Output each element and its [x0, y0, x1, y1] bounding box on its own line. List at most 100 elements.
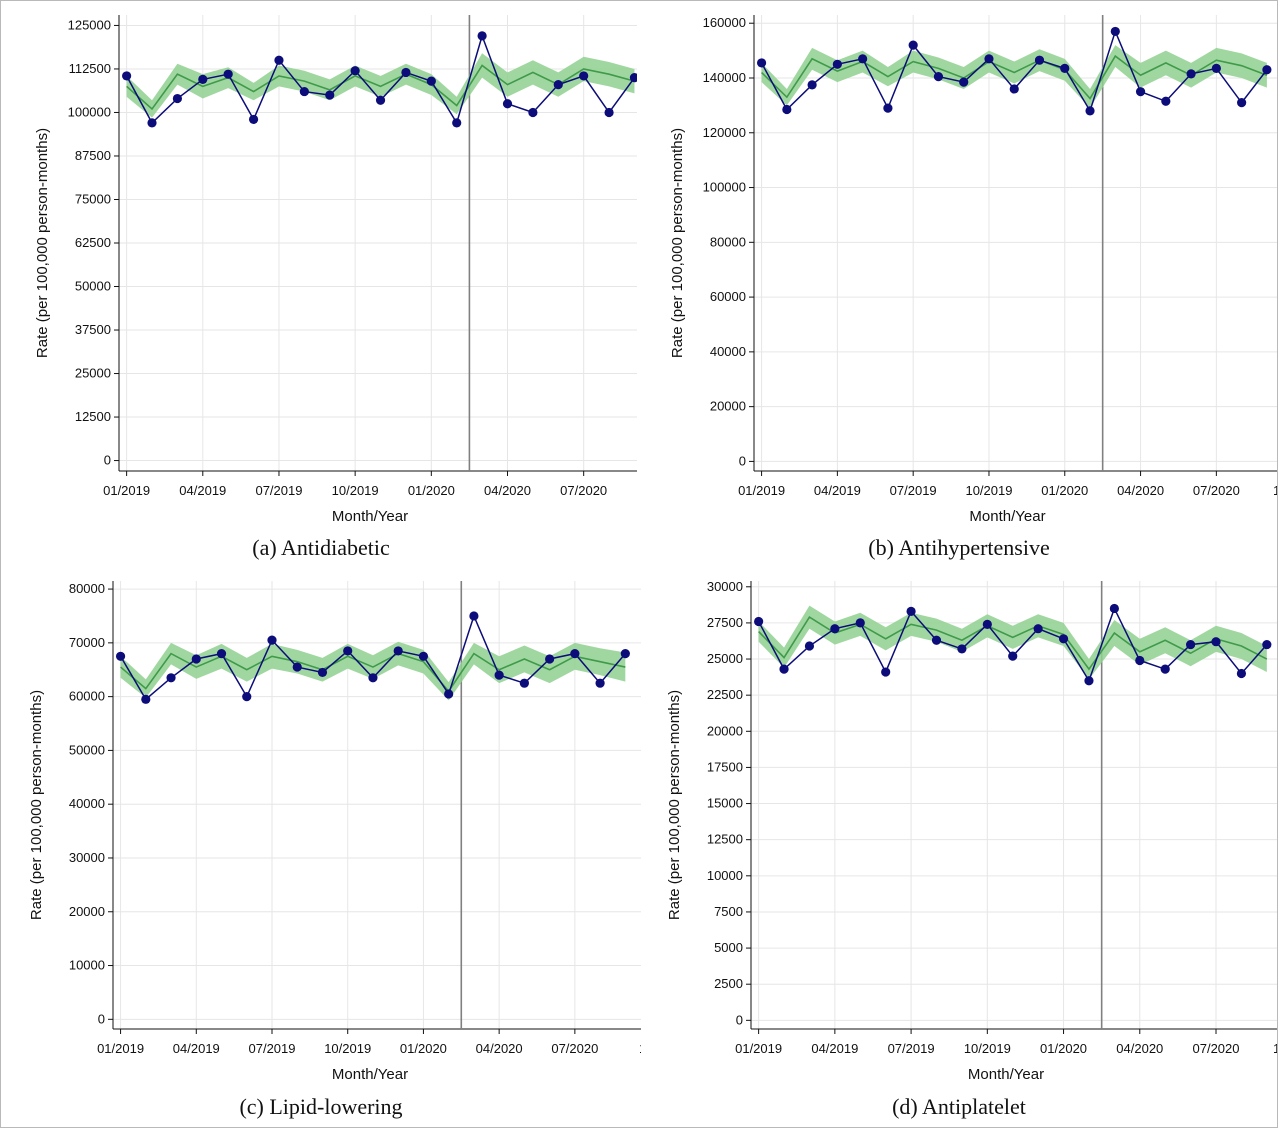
grid-group	[113, 581, 641, 1029]
observed-point	[426, 76, 436, 86]
observed-point	[469, 611, 479, 621]
observed-point	[147, 118, 157, 128]
observed-point	[1033, 624, 1043, 634]
observed-point	[216, 649, 227, 659]
observed-point	[832, 59, 842, 69]
x-tick-label: 10/2019	[332, 483, 379, 498]
observed-point	[115, 651, 126, 661]
observed-point	[553, 80, 563, 90]
observed-point	[1034, 55, 1045, 65]
observed-point	[908, 40, 918, 50]
plot-area	[756, 15, 1272, 471]
observed-point	[191, 654, 201, 664]
observed-point	[299, 86, 309, 97]
fitted-line	[126, 64, 635, 111]
y-tick-label: 50000	[69, 742, 105, 757]
observed-point	[1008, 651, 1018, 661]
x-tick-label: 1	[1273, 483, 1277, 498]
observed-point	[452, 118, 462, 128]
observed-point	[756, 58, 767, 68]
y-tick-label: 7500	[714, 904, 743, 919]
x-tick-label: 01/2020	[1040, 1041, 1087, 1056]
x-tick-label: 07/2019	[888, 1041, 935, 1056]
observed-point	[317, 667, 328, 678]
y-tick-label: 120000	[703, 125, 746, 140]
x-tick-label: 01/2019	[738, 483, 785, 498]
observed-point	[1237, 98, 1247, 108]
caption-antiplatelet: (d) Antiplatelet	[892, 1094, 1026, 1119]
observed-point	[494, 670, 504, 680]
x-tick-label: 10/2019	[965, 483, 1012, 498]
observed-point	[1109, 603, 1119, 614]
observed-point	[267, 635, 277, 645]
x-tick-label: 04/2019	[173, 1041, 220, 1056]
y-tick-label: 75000	[75, 191, 111, 206]
y-tick-label: 0	[739, 453, 746, 468]
y-tick-label: 40000	[710, 344, 746, 359]
x-tick-label: 01/2019	[103, 483, 150, 498]
x-tick-label: 04/2019	[814, 483, 861, 498]
caption-antidiabetic: (a) Antidiabetic	[252, 535, 390, 560]
y-tick-label: 0	[104, 453, 111, 468]
y-axis-title: Rate (per 100,000 person-months)	[34, 128, 51, 358]
observed-point	[519, 678, 529, 688]
y-tick-label: 17500	[707, 759, 743, 774]
x-tick-label: 1	[1273, 1041, 1277, 1056]
x-tick-label: 07/2019	[249, 1041, 296, 1056]
observed-point	[242, 692, 252, 702]
y-tick-label: 25000	[75, 366, 111, 381]
x-axis-title: Month/Year	[332, 1066, 408, 1083]
panel-antiplatelet: 0 2500 5000 7500 10000 12500 15000 17500 20000 22…	[641, 567, 1277, 1127]
x-tick-label: 04/2019	[811, 1041, 858, 1056]
observed-point	[1161, 96, 1171, 106]
x-tick-label: 04/2020	[484, 483, 531, 498]
observed-point	[368, 673, 378, 683]
observed-point	[957, 644, 967, 654]
x-tick-label: 10/2019	[964, 1041, 1011, 1056]
y-tick-label: 12500	[707, 832, 743, 847]
x-tick-label: 10/2019	[324, 1041, 371, 1056]
y-tick-label: 10000	[69, 958, 105, 973]
observed-point	[122, 71, 132, 81]
observed-point	[1186, 69, 1196, 79]
observed-point	[198, 74, 208, 84]
observed-point	[166, 673, 176, 683]
observed-point	[959, 77, 969, 87]
plot-area	[122, 15, 637, 471]
observed-point	[984, 54, 994, 64]
observed-point	[933, 72, 944, 82]
y-tick-label: 112500	[69, 61, 111, 76]
y-tick-label: 87500	[75, 148, 111, 163]
observed-point	[141, 694, 151, 704]
y-tick-label: 80000	[710, 234, 746, 249]
observed-point	[579, 71, 589, 81]
y-tick-label: 60000	[710, 289, 746, 304]
observed-point	[883, 103, 893, 113]
observed-point	[1211, 637, 1221, 647]
x-tick-label: 01/2019	[735, 1041, 782, 1056]
observed-point	[393, 646, 403, 656]
grid-group	[751, 581, 1277, 1029]
observed-point	[343, 646, 353, 656]
y-tick-label: 27500	[707, 615, 743, 630]
y-tick-label: 20000	[710, 399, 746, 414]
observed-point	[982, 619, 992, 629]
y-tick-label: 30000	[707, 579, 743, 594]
y-tick-label: 160000	[703, 15, 746, 30]
observed-point	[782, 104, 792, 115]
y-axis-title: Rate (per 100,000 person-months)	[666, 690, 683, 920]
y-tick-label: 0	[736, 1012, 743, 1027]
observed-point	[502, 99, 513, 109]
observed-point	[528, 107, 538, 118]
observed-point	[1085, 106, 1095, 116]
observed-point	[1058, 634, 1069, 644]
observed-point	[1009, 84, 1019, 94]
y-tick-label: 80000	[69, 581, 105, 596]
observed-point	[1135, 87, 1146, 97]
confidence-band	[120, 641, 626, 701]
y-tick-label: 5000	[714, 940, 743, 955]
x-tick-label: 07/2020	[551, 1041, 598, 1056]
observed-point	[1060, 63, 1070, 74]
x-tick-label: 1	[639, 1041, 641, 1056]
observed-point	[418, 651, 429, 661]
